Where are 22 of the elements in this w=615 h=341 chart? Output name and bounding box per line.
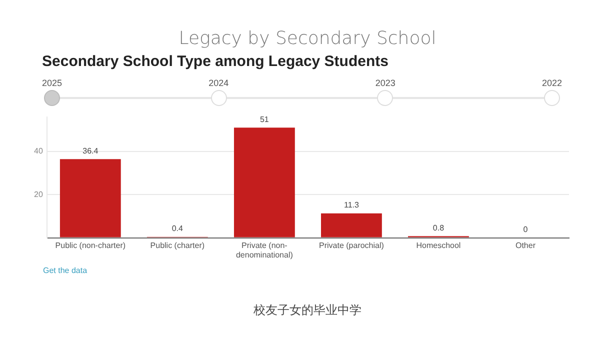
- data-label: 0.8: [432, 223, 445, 232]
- data-label: 51: [260, 114, 270, 124]
- x-tick-label: Homeschool: [416, 240, 461, 250]
- chart-title: Legacy by Secondary School: [178, 28, 438, 49]
- bar: [321, 213, 382, 238]
- y-tick-label: 40: [34, 146, 44, 156]
- data-label: 0.4: [172, 224, 184, 234]
- x-tick-label: Public (charter): [150, 240, 205, 250]
- bar: [234, 128, 295, 238]
- x-tick-label: Private (parochial): [318, 240, 384, 250]
- data-label: 11.3: [344, 200, 360, 210]
- y-tick-label: 20: [34, 190, 44, 199]
- text: Get the data: [43, 266, 88, 275]
- chart-subtitle: Secondary School Type among Legacy Students: [42, 53, 388, 70]
- timeline-slider: 2025 2024 2023 2022: [42, 78, 562, 108]
- data-label: 0: [523, 225, 528, 234]
- x-tick-label: Public (non-charter): [55, 240, 126, 250]
- bar: [60, 159, 121, 238]
- x-tick-label: Other: [515, 240, 536, 250]
- x-tick-label: Private (non-denominational): [236, 240, 294, 260]
- text: 校友子女的毕业中学: [252, 302, 362, 319]
- data-label: 36.4: [82, 146, 99, 156]
